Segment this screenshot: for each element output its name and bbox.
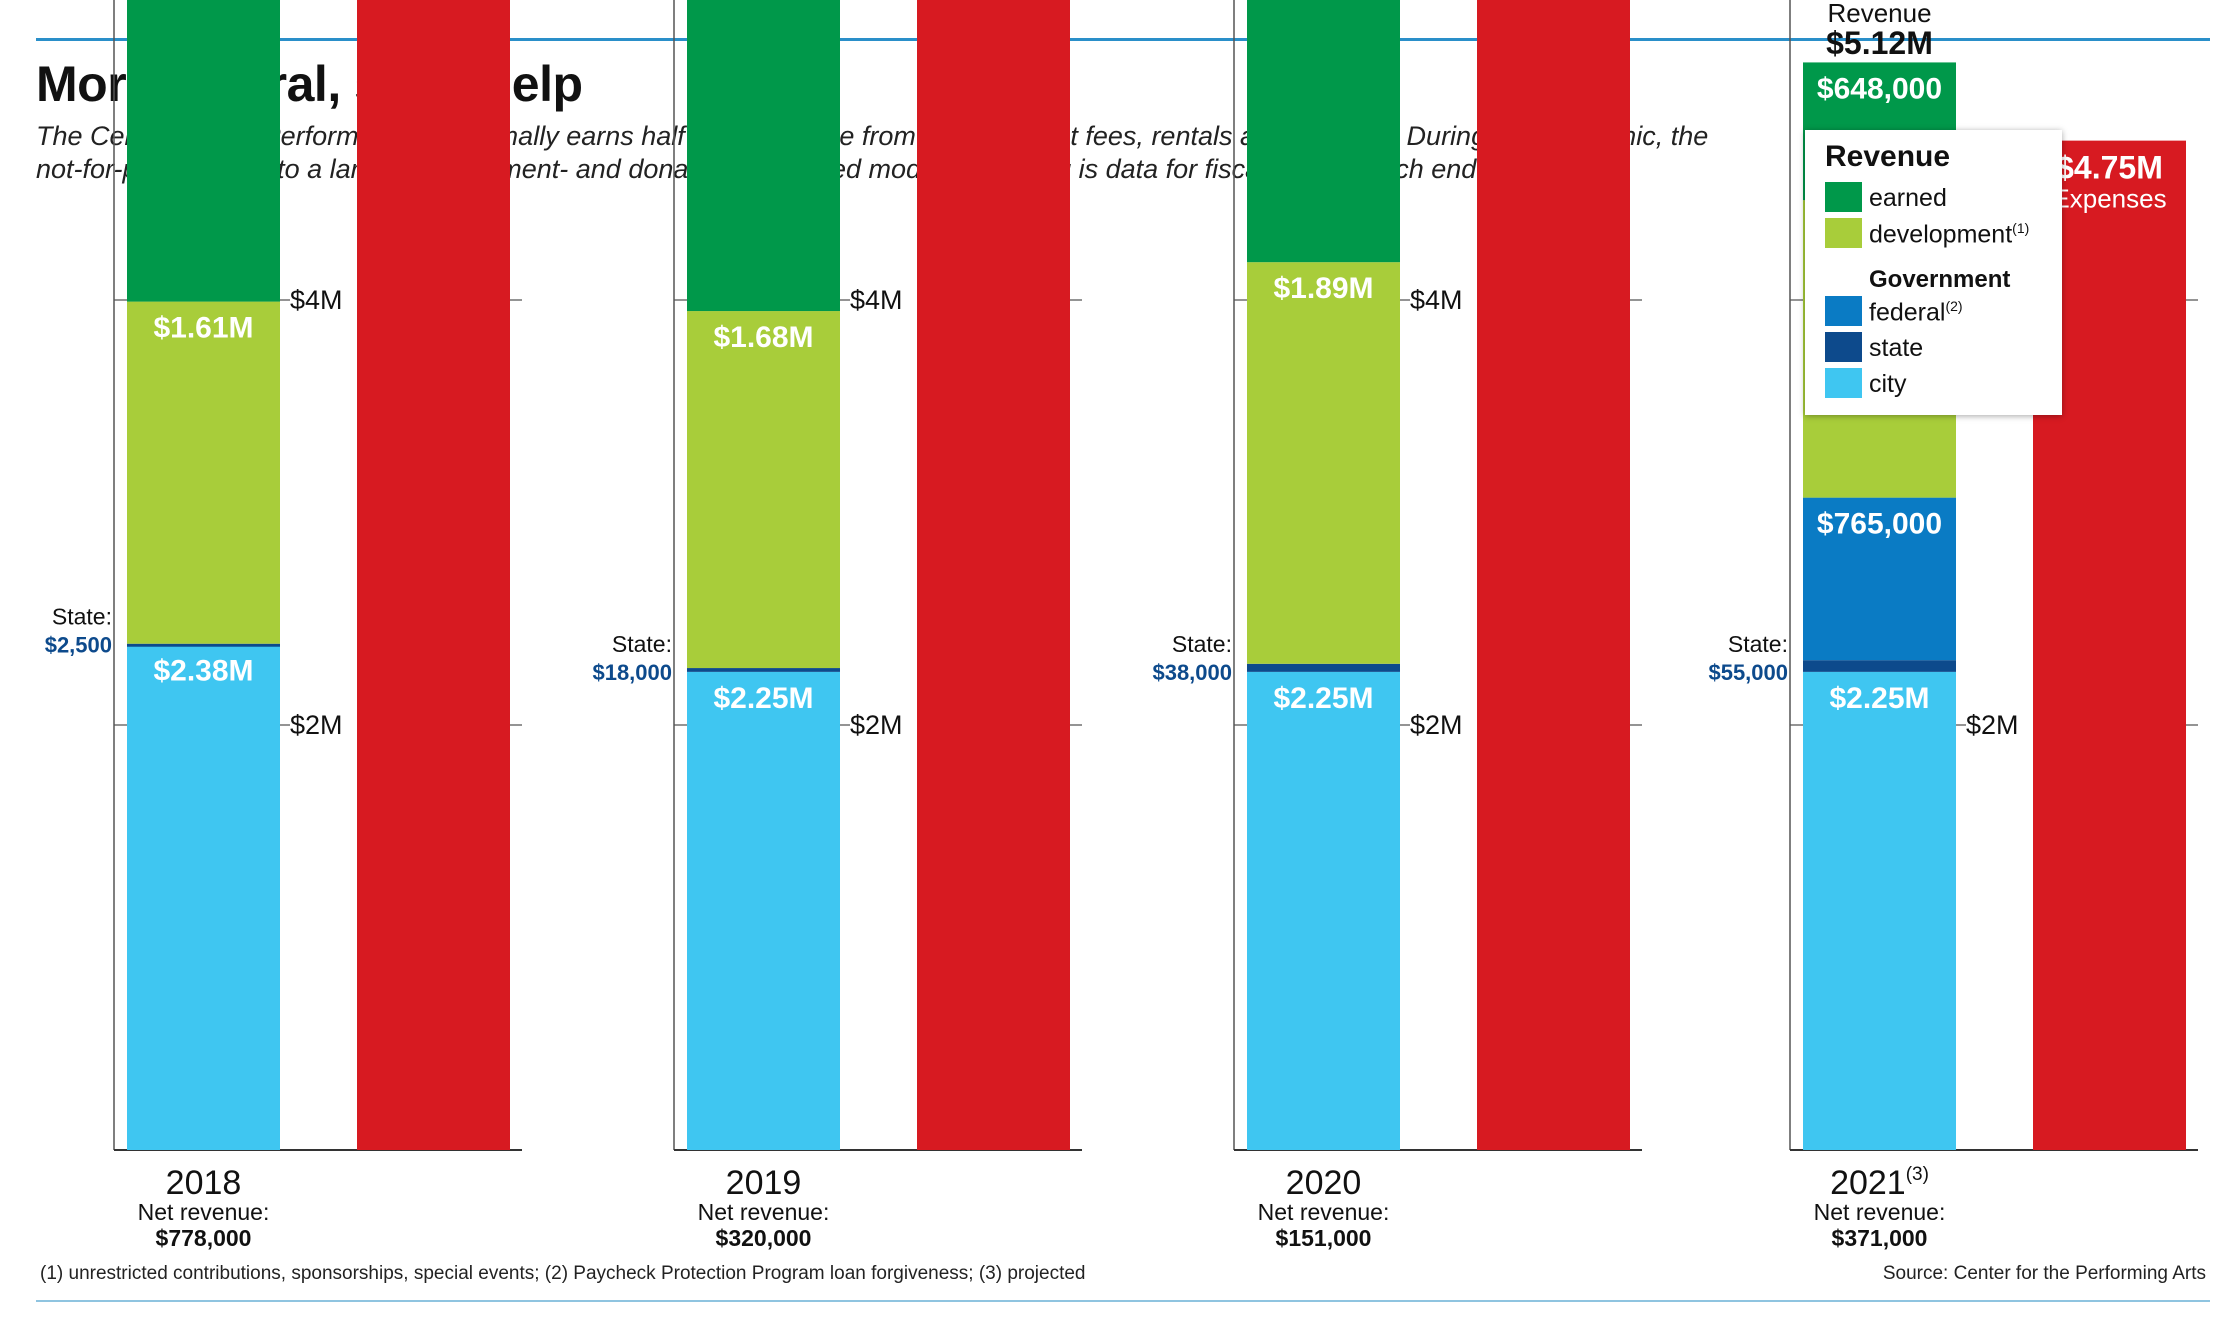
net-revenue-heading: Net revenue: xyxy=(1258,1199,1390,1225)
segment-label-development: $1.68M xyxy=(713,321,813,354)
bar-segment-earned xyxy=(687,0,840,312)
legend-title: Revenue xyxy=(1825,140,1951,173)
footnote: (1) unrestricted contributions, sponsors… xyxy=(40,1263,1086,1284)
legend-swatch-federal xyxy=(1825,296,1862,326)
revenue-total-label: $5.12M xyxy=(1826,25,1933,61)
year-label: 2021(3) xyxy=(1830,1164,1929,1202)
net-revenue-heading: Net revenue: xyxy=(138,1199,270,1225)
bar-segment-state xyxy=(1247,663,1400,672)
net-revenue-value: $320,000 xyxy=(716,1225,812,1251)
bar-segment-city xyxy=(1247,671,1400,1150)
net-revenue-heading: Net revenue: xyxy=(1814,1199,1946,1225)
legend-label-federal: federal xyxy=(1869,298,1946,327)
legend-label-earned: earned xyxy=(1869,184,1947,212)
legend-swatch-earned xyxy=(1825,182,1862,212)
net-revenue-heading: Net revenue: xyxy=(698,1199,830,1225)
state-callout-heading: State: xyxy=(1172,631,1232,657)
bar-segment-city xyxy=(127,644,280,1150)
net-revenue-value: $371,000 xyxy=(1832,1225,1928,1251)
bar-segment-development xyxy=(1247,262,1400,664)
bar-segment-city xyxy=(1803,671,1956,1150)
state-callout-value: $55,000 xyxy=(1708,660,1788,685)
bar-segment-federal xyxy=(1803,497,1956,661)
state-callout-value: $38,000 xyxy=(1152,660,1232,685)
year-note: (3) xyxy=(1906,1164,1929,1185)
legend-label-city: city xyxy=(1869,370,1907,398)
expenses-bar xyxy=(917,0,1070,1150)
segment-label-federal: $765,000 xyxy=(1817,508,1942,541)
state-callout-heading: State: xyxy=(52,603,112,629)
bar-segment-development xyxy=(127,301,280,644)
expenses-value-label: $4.75M xyxy=(2056,150,2163,186)
state-callout-value: $18,000 xyxy=(592,660,672,685)
state-callout-heading: State: xyxy=(1728,631,1788,657)
segment-label-development: $1.61M xyxy=(153,312,253,345)
bottom-rule xyxy=(36,1300,2210,1302)
legend-swatch-state xyxy=(1825,332,1862,362)
y-tick-label: $2M xyxy=(290,710,343,740)
bar-segment-state xyxy=(1803,660,1956,672)
legend-label-state: state xyxy=(1869,334,1924,362)
legend-government-header: Government xyxy=(1869,266,2011,293)
expenses-bar xyxy=(1477,0,1630,1150)
segment-label-city: $2.25M xyxy=(1273,682,1373,715)
segment-label-earned: $648,000 xyxy=(1817,72,1942,105)
net-revenue-value: $778,000 xyxy=(156,1225,252,1251)
y-tick-label: $4M xyxy=(850,285,903,315)
state-callout-heading: State: xyxy=(612,631,672,657)
bar-segment-earned xyxy=(127,0,280,302)
net-revenue-value: $151,000 xyxy=(1276,1225,1372,1251)
legend-note-federal: (2) xyxy=(1945,298,1963,314)
bar-segment-city xyxy=(687,671,840,1150)
y-tick-label: $2M xyxy=(1966,710,2019,740)
segment-label-city: $2.25M xyxy=(1829,682,1929,715)
bar-chart: $2M$4M$6M$8M$2.38M$1.61M$4.24MState:$2,5… xyxy=(45,0,2198,1251)
legend-swatch-city xyxy=(1825,368,1862,398)
y-tick-label: $2M xyxy=(850,710,903,740)
segment-label-city: $2.25M xyxy=(713,682,813,715)
bar-segment-state xyxy=(687,668,840,672)
expenses-heading: Expenses xyxy=(2052,184,2166,214)
legend: Revenue earned development(1) Government… xyxy=(1805,130,2062,415)
bar-segment-state xyxy=(127,643,280,647)
y-tick-label: $4M xyxy=(290,285,343,315)
source-note: Source: Center for the Performing Arts xyxy=(1882,1263,2206,1284)
legend-label-development: development xyxy=(1869,220,2013,249)
bar-segment-development xyxy=(687,311,840,669)
y-tick-label: $4M xyxy=(1410,285,1463,315)
y-tick-label: $2M xyxy=(1410,710,1463,740)
legend-note-development: (1) xyxy=(2012,220,2030,236)
segment-label-city: $2.38M xyxy=(153,654,253,687)
top-rule xyxy=(36,38,2210,41)
legend-swatch-development xyxy=(1825,218,1862,248)
expenses-bar xyxy=(357,0,510,1150)
year-label: 2018 xyxy=(166,1164,242,1202)
year-label: 2020 xyxy=(1286,1164,1362,1202)
state-callout-value: $2,500 xyxy=(45,632,112,657)
revenue-heading: Revenue xyxy=(1827,0,1931,28)
segment-label-development: $1.89M xyxy=(1273,272,1373,305)
year-label: 2019 xyxy=(726,1164,802,1202)
bar-segment-earned xyxy=(1247,0,1400,263)
